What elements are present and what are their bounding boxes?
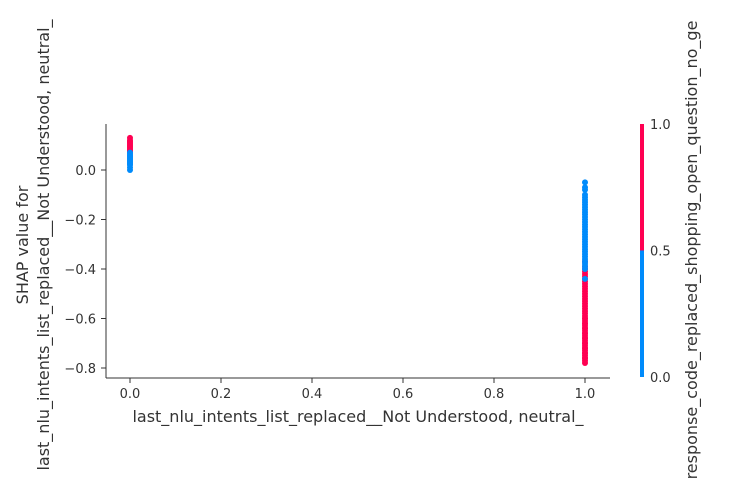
data-point <box>582 355 588 362</box>
y-axis-label-line2: last_nlu_intents_list_replaced__Not Unde… <box>34 18 54 470</box>
colorbar <box>640 124 644 377</box>
y-tick-label: −0.8 <box>64 362 96 377</box>
data-point <box>582 360 588 367</box>
y-ticks: 0.0 −0.2 −0.4 −0.6 −0.8 <box>64 164 106 377</box>
data-point <box>582 320 588 327</box>
data-point <box>582 266 588 272</box>
y-axis-label-line1: SHAP value for <box>13 185 32 304</box>
x-tick-label: 0.6 <box>393 387 414 402</box>
x-tick-label: 1.0 <box>575 387 596 402</box>
x-tick-label: 0.2 <box>211 387 232 402</box>
data-point <box>582 280 588 287</box>
y-tick-label: −0.4 <box>64 263 96 278</box>
data-point <box>582 340 588 347</box>
data-point <box>127 167 133 173</box>
colorbar-tick-label: 0.0 <box>650 371 671 386</box>
colorbar-tick-label: 0.5 <box>650 245 671 260</box>
data-point <box>582 186 588 193</box>
data-point <box>582 350 588 357</box>
data-point <box>582 270 588 277</box>
data-point <box>582 315 588 322</box>
x-ticks: 0.0 0.2 0.4 0.6 0.8 1.0 <box>120 378 596 402</box>
colorbar-tick-label: 1.0 <box>650 118 671 133</box>
x-axis-label: last_nlu_intents_list_replaced__Not Unde… <box>132 407 584 427</box>
y-tick-label: −0.2 <box>64 214 96 229</box>
x-tick-label: 0.8 <box>484 387 505 402</box>
data-point <box>582 285 588 292</box>
y-tick-label: −0.6 <box>64 313 96 328</box>
data-point <box>582 345 588 352</box>
data-point <box>582 179 588 186</box>
colorbar-label: response_code_replaced_shopping_open_que… <box>682 21 702 480</box>
scatter-points <box>127 134 588 367</box>
data-point <box>582 330 588 337</box>
data-point <box>582 300 588 307</box>
colorbar-ticks: 0.0 0.5 1.0 <box>650 118 671 386</box>
data-point <box>582 290 588 297</box>
data-point <box>582 310 588 317</box>
data-point <box>582 325 588 332</box>
data-point <box>582 295 588 302</box>
data-point <box>582 335 588 342</box>
data-point <box>582 275 588 282</box>
y-tick-label: 0.0 <box>75 164 96 179</box>
data-point <box>582 305 588 312</box>
x-tick-label: 0.0 <box>120 387 141 402</box>
x-tick-label: 0.4 <box>302 387 323 402</box>
